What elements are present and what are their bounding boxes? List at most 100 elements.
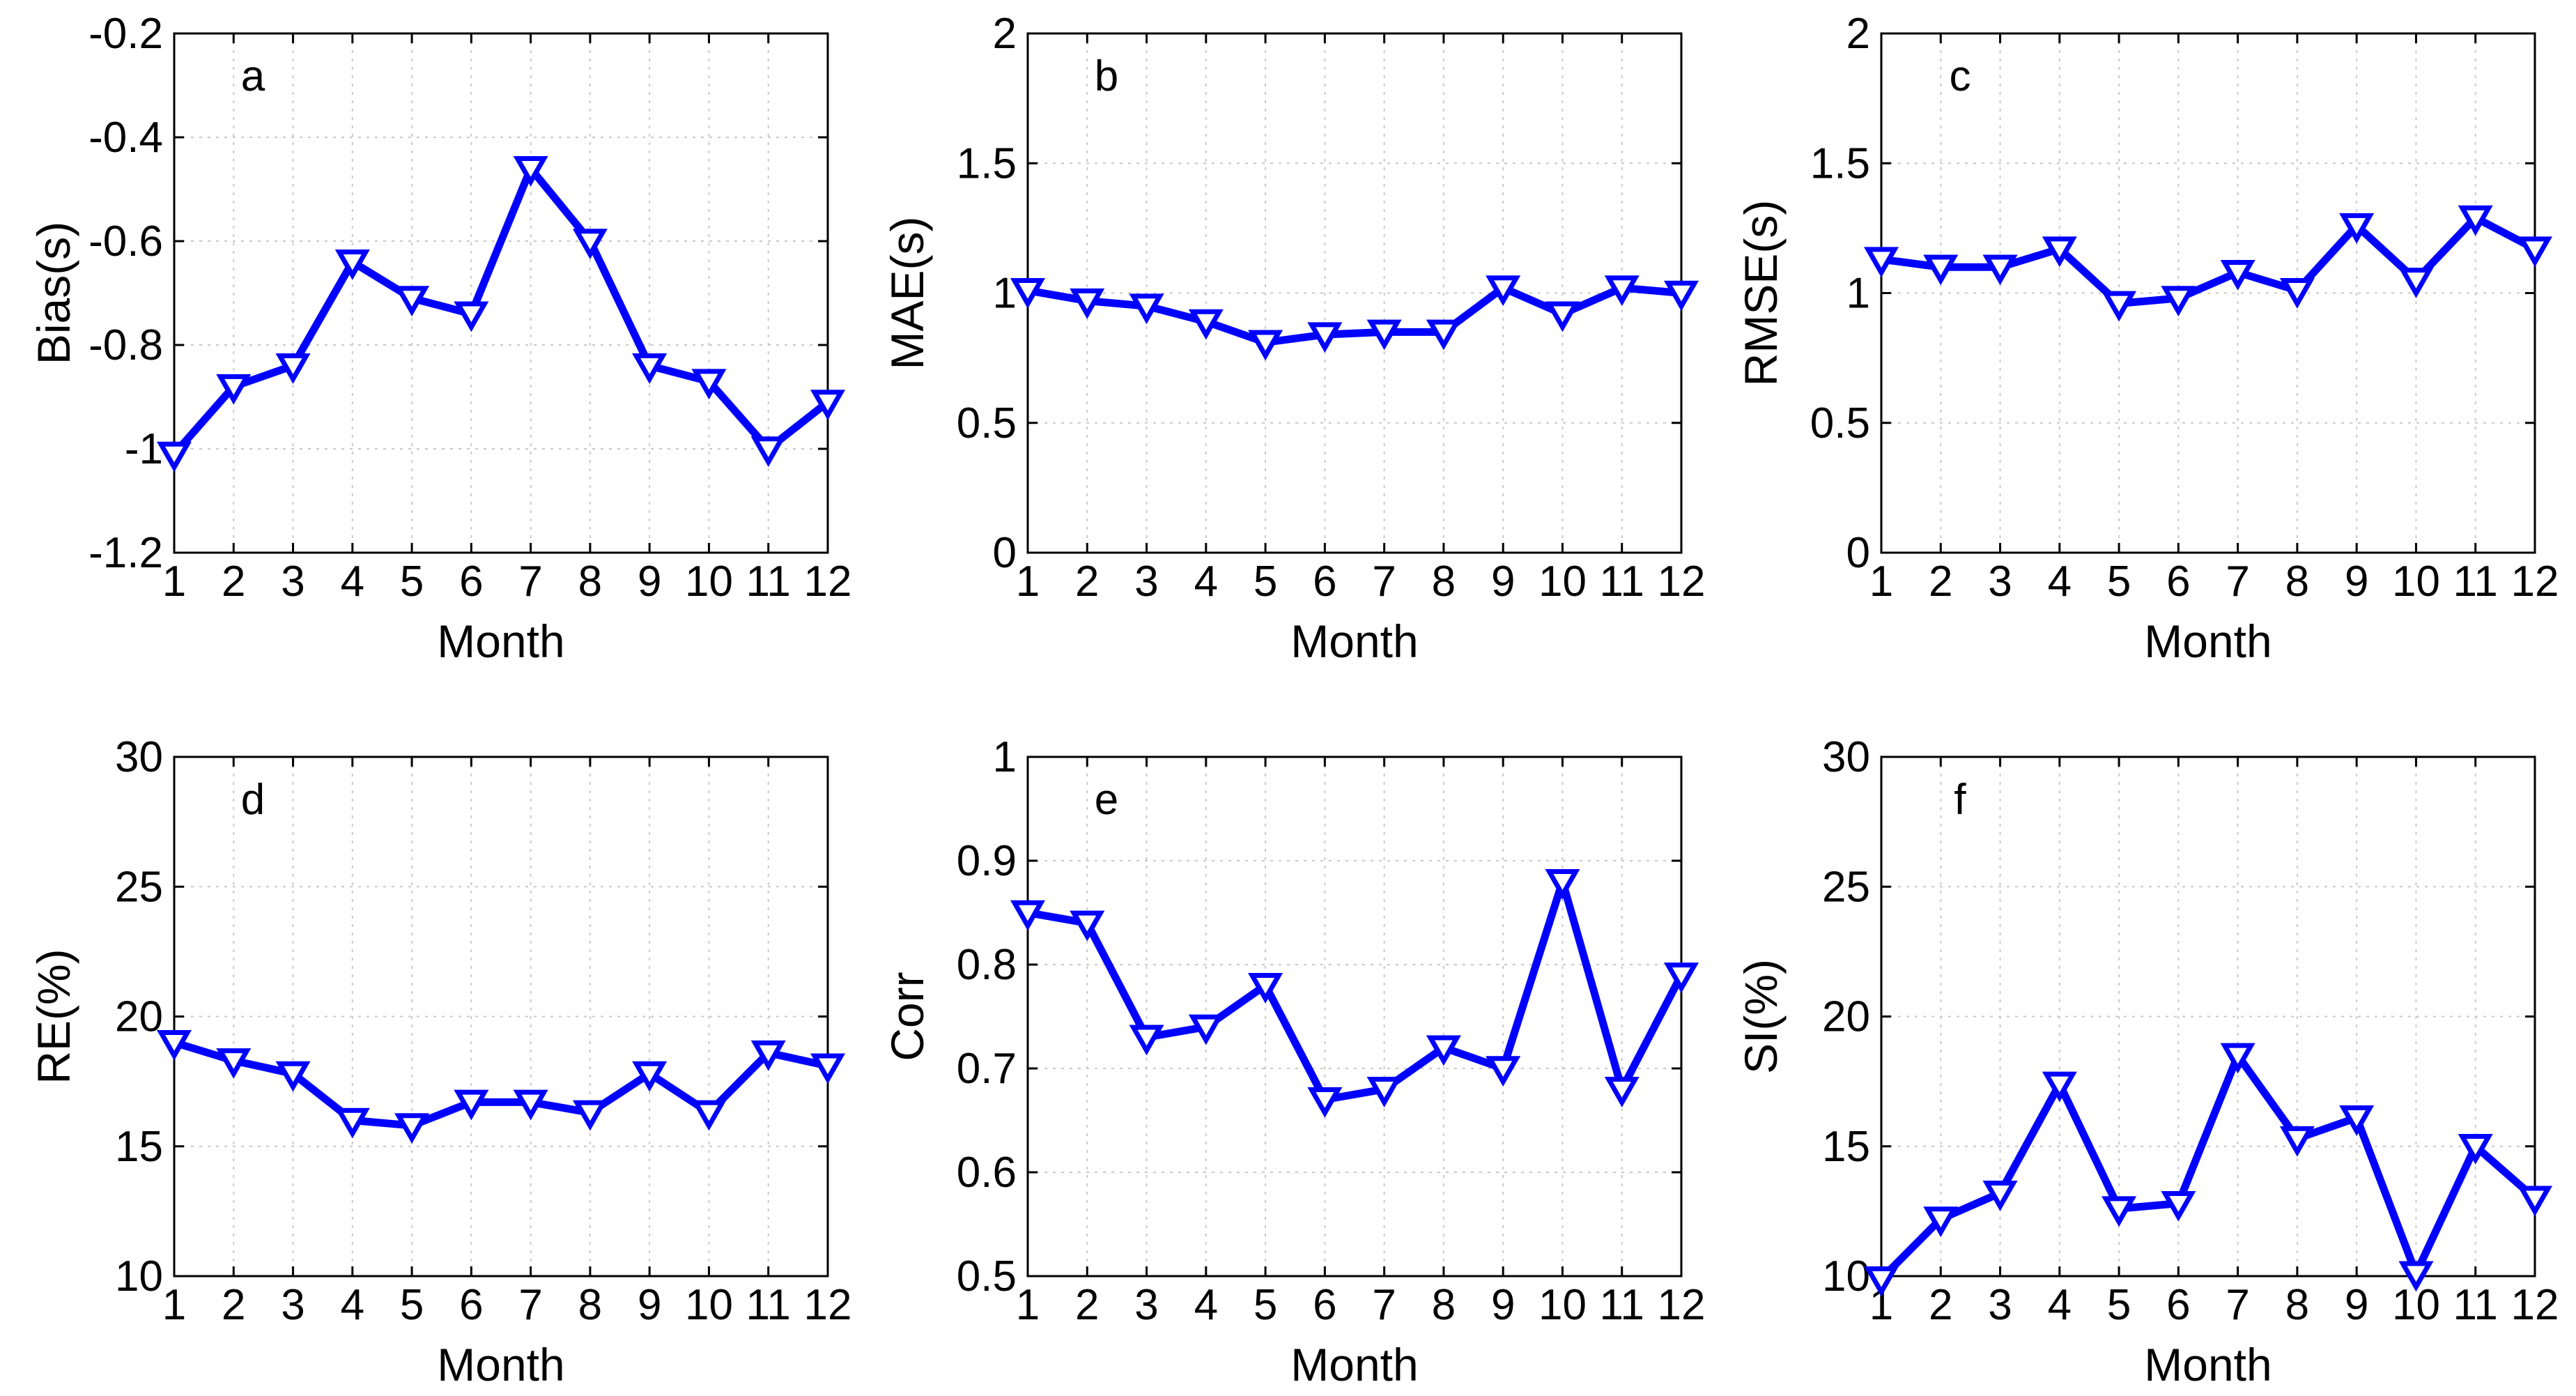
y-tick-label: 0 xyxy=(993,529,1017,577)
y-axis-label: MAE(s) xyxy=(881,217,933,370)
y-axis-label: RMSE(s) xyxy=(1735,200,1787,387)
data-point-triangle-down-icon xyxy=(1070,288,1105,319)
y-tick-label: -0.2 xyxy=(88,10,163,58)
data-point-triangle-down-icon xyxy=(2220,259,2255,291)
x-tick-label: 2 xyxy=(1929,558,1952,606)
data-point-triangle-down-icon xyxy=(1982,1181,2018,1211)
y-tick-label: 20 xyxy=(1822,993,1870,1041)
axis-ticks xyxy=(1880,32,2536,554)
x-tick-label: 10 xyxy=(685,558,733,606)
x-tick-label: 9 xyxy=(2345,1281,2368,1329)
data-point-triangle-down-icon xyxy=(2161,286,2196,317)
axis-ticks xyxy=(1026,755,1683,1278)
panel-letter: e xyxy=(1095,776,1118,824)
x-tick-label: 3 xyxy=(1988,558,2012,606)
x-tick-label: 3 xyxy=(281,1281,304,1329)
data-point-triangle-down-icon xyxy=(1248,973,1283,1004)
x-tick-label: 12 xyxy=(1658,558,1706,606)
grid xyxy=(1028,33,1681,553)
x-tick-label: 4 xyxy=(341,558,364,606)
x-tick-label: 8 xyxy=(1432,558,1456,606)
x-tick-label: 4 xyxy=(1194,1281,1218,1329)
y-tick-label: 10 xyxy=(1822,1252,1870,1301)
x-tick-label: 1 xyxy=(1869,558,1893,606)
series-line xyxy=(1027,284,1682,346)
x-tick-label: 3 xyxy=(1134,558,1158,606)
series-si xyxy=(1863,1043,2553,1297)
x-tick-label: 8 xyxy=(2285,1281,2309,1329)
y-tick-label: 25 xyxy=(115,863,163,911)
data-point-triangle-down-icon xyxy=(1545,869,1580,900)
y-tick-label: 25 xyxy=(1822,863,1870,911)
x-tick-label: 9 xyxy=(638,558,661,606)
data-point-triangle-down-icon xyxy=(275,353,311,384)
y-tick-label: -0.6 xyxy=(88,217,163,266)
x-tick-label: 4 xyxy=(341,1281,364,1329)
series-line xyxy=(1881,213,2537,307)
x-tick-label: 6 xyxy=(1313,558,1336,606)
data-point-triangle-down-icon xyxy=(1663,280,1699,312)
data-point-triangle-down-icon xyxy=(2517,236,2553,268)
x-tick-label: 5 xyxy=(1254,1281,1277,1329)
data-point-triangle-down-icon xyxy=(1307,322,1343,353)
x-axis-label: Month xyxy=(2144,1339,2272,1390)
data-point-triangle-down-icon xyxy=(750,1040,786,1071)
data-point-triangle-down-icon xyxy=(2101,291,2137,322)
data-point-triangle-down-icon xyxy=(2279,278,2315,309)
y-tick-label: 1 xyxy=(993,733,1017,781)
x-tick-label: 12 xyxy=(804,1281,852,1329)
data-point-triangle-down-icon xyxy=(1982,254,2018,286)
data-point-triangle-down-icon xyxy=(1604,275,1640,307)
data-point-triangle-down-icon xyxy=(156,441,192,473)
data-point-triangle-down-icon xyxy=(2279,1126,2315,1157)
data-point-triangle-down-icon xyxy=(2339,1105,2375,1136)
y-tick-label: 2 xyxy=(1846,10,1870,58)
x-axis-label: Month xyxy=(2144,615,2272,667)
data-point-triangle-down-icon xyxy=(2398,268,2434,298)
data-point-triangle-down-icon xyxy=(394,286,430,317)
x-tick-label: 1 xyxy=(162,558,186,606)
y-tick-label: 1.5 xyxy=(957,139,1017,187)
data-point-triangle-down-icon xyxy=(1486,1056,1521,1087)
grid xyxy=(174,33,828,553)
x-tick-label: 2 xyxy=(1075,1281,1099,1329)
data-point-triangle-down-icon xyxy=(810,1053,846,1084)
x-tick-label: 12 xyxy=(804,558,852,606)
x-tick-label: 9 xyxy=(2345,558,2368,606)
x-tick-label: 11 xyxy=(2453,558,2498,606)
x-tick-label: 5 xyxy=(2107,1281,2131,1329)
x-tick-label: 4 xyxy=(2048,1281,2072,1329)
y-tick-label: 1 xyxy=(1846,270,1870,318)
data-point-triangle-down-icon xyxy=(216,374,252,405)
y-tick-label: 15 xyxy=(1822,1123,1870,1171)
x-tick-label: 10 xyxy=(1538,1281,1587,1329)
y-tick-label: 0.5 xyxy=(957,399,1017,447)
data-point-triangle-down-icon xyxy=(394,1113,430,1144)
x-tick-label: 4 xyxy=(2048,558,2072,606)
data-point-triangle-down-icon xyxy=(334,250,370,280)
y-tick-label: -0.8 xyxy=(88,321,163,369)
x-tick-label: 2 xyxy=(222,1281,245,1329)
series-rmse xyxy=(1863,205,2553,322)
data-point-triangle-down-icon xyxy=(1010,900,1046,931)
axis-ticks xyxy=(1026,32,1683,554)
data-point-triangle-down-icon xyxy=(1486,275,1521,307)
x-tick-label: 8 xyxy=(2285,558,2309,606)
y-tick-label: -1 xyxy=(125,425,163,473)
y-tick-label: 30 xyxy=(115,733,163,781)
series-mae xyxy=(1010,275,1699,361)
y-tick-label: 30 xyxy=(1822,733,1870,781)
data-point-triangle-down-icon xyxy=(2042,236,2077,268)
x-tick-label: 7 xyxy=(2226,558,2249,606)
y-axis-label: Bias(s) xyxy=(28,222,79,365)
data-point-triangle-down-icon xyxy=(572,1100,608,1131)
data-point-triangle-down-icon xyxy=(2220,1043,2255,1074)
data-point-triangle-down-icon xyxy=(691,369,727,400)
x-tick-label: 11 xyxy=(746,1281,791,1329)
x-tick-label: 7 xyxy=(1372,558,1396,606)
y-tick-label: -1.2 xyxy=(88,529,163,577)
x-tick-label: 4 xyxy=(1194,558,1218,606)
chart-panel-e: 1 2 3 4 5 6 7 8 9 10 11 120.50.60.70.80.91MonthCorr… xyxy=(881,733,1705,1390)
y-axis-label: SI(%) xyxy=(1735,959,1787,1074)
